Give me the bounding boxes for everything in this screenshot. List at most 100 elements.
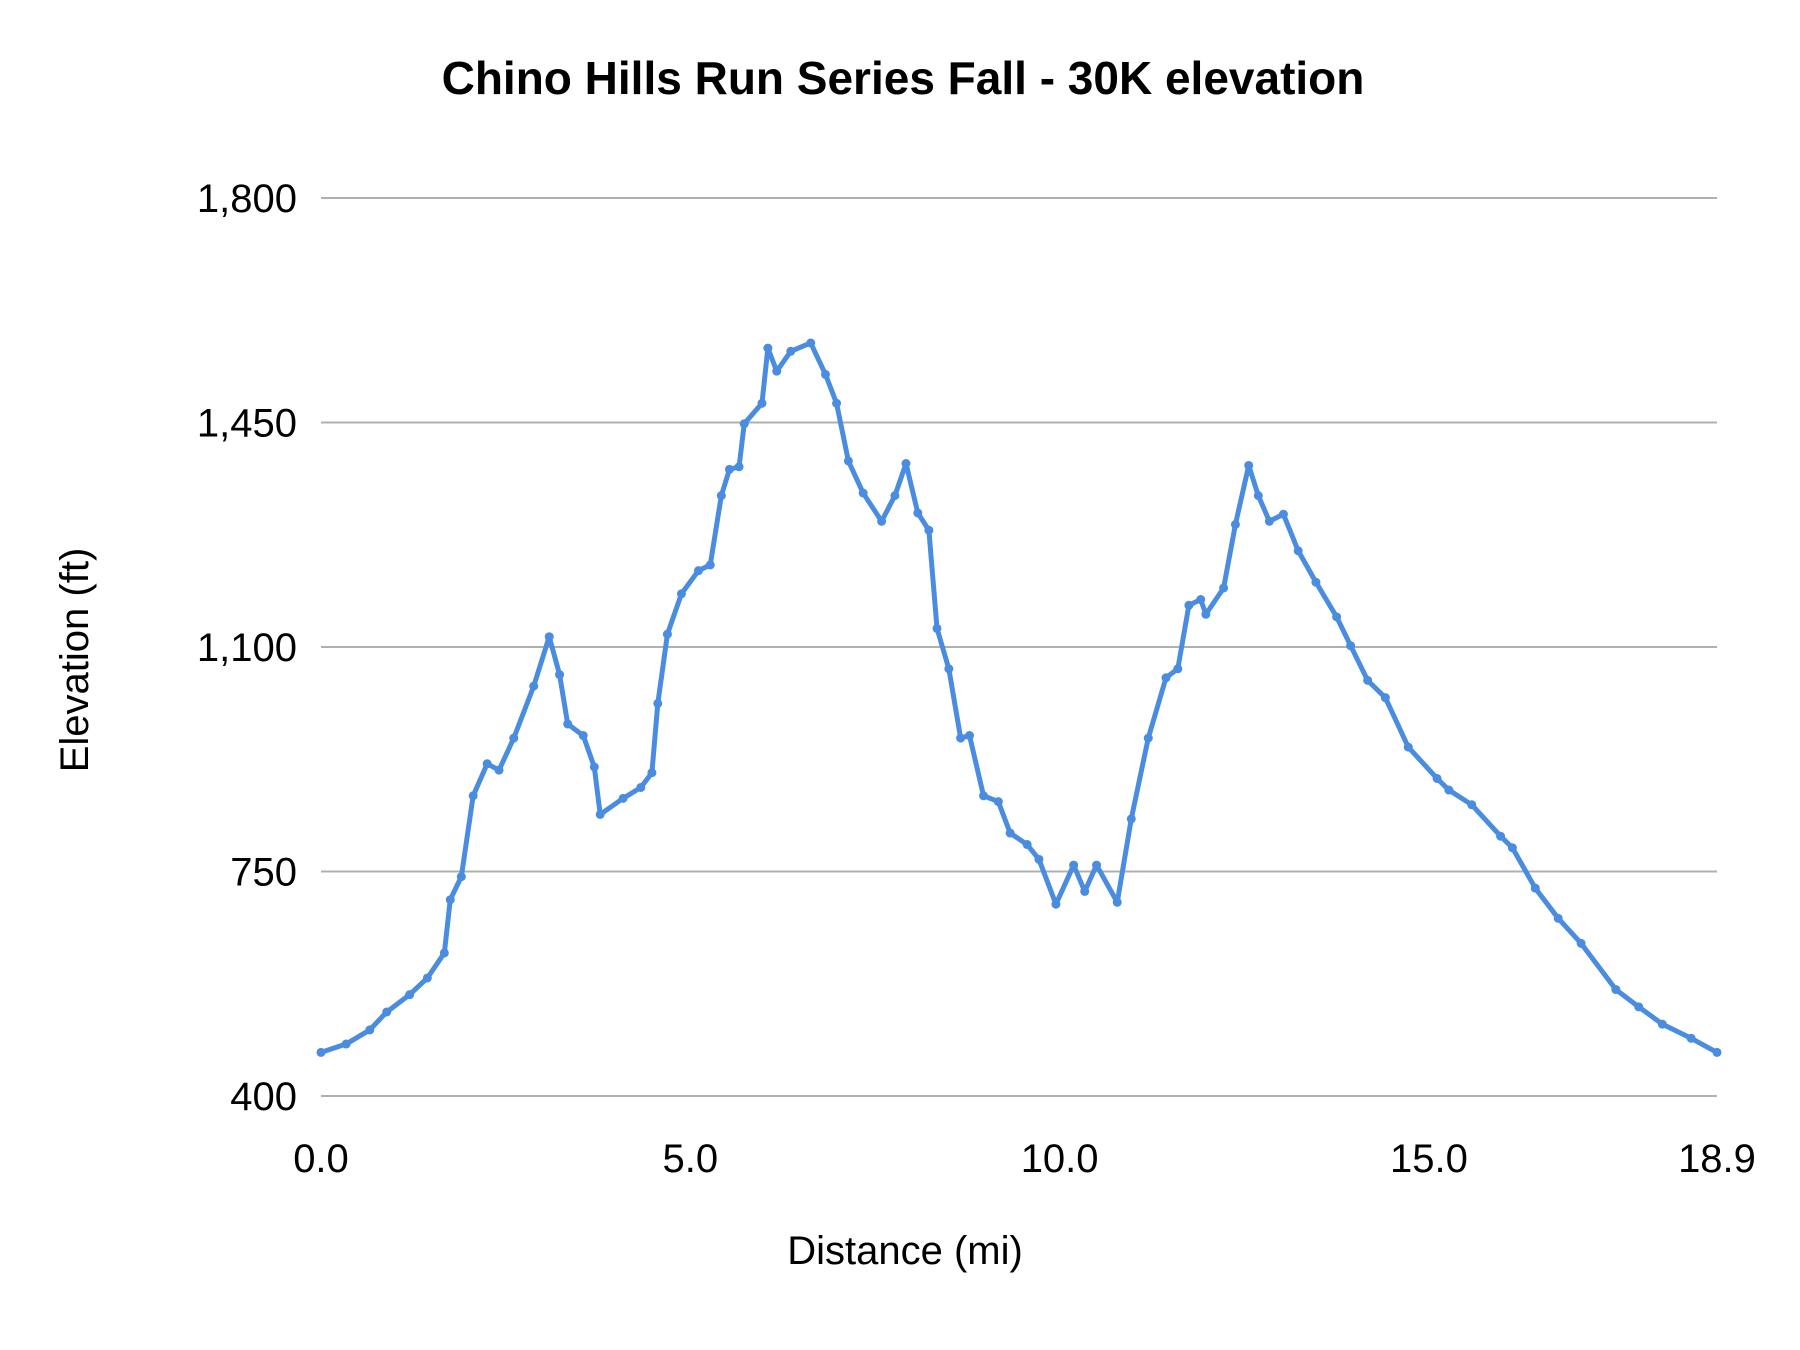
data-point <box>595 809 605 819</box>
data-point <box>1196 595 1206 605</box>
data-point <box>589 762 599 772</box>
data-point <box>636 782 646 792</box>
data-point <box>555 670 565 680</box>
data-point <box>705 560 715 570</box>
data-point <box>1293 546 1303 556</box>
data-point <box>932 623 942 633</box>
data-point <box>734 462 744 472</box>
data-point <box>1253 491 1263 501</box>
data-point <box>1264 516 1274 526</box>
x-tick-label: 0.0 <box>293 1137 349 1181</box>
data-point <box>877 516 887 526</box>
elevation-line <box>320 340 1719 1055</box>
data-point <box>509 733 519 743</box>
data-point <box>843 456 853 466</box>
data-point <box>1112 897 1122 907</box>
data-point <box>1553 913 1563 923</box>
data-point <box>1332 612 1342 622</box>
data-point <box>1080 886 1090 896</box>
data-point <box>405 990 415 1000</box>
x-axis-label: Distance (mi) <box>787 1229 1023 1273</box>
data-point <box>1403 742 1413 752</box>
data-point <box>1311 577 1321 587</box>
data-point <box>1712 1047 1722 1057</box>
data-point <box>445 895 455 905</box>
data-point <box>763 343 773 353</box>
data-point <box>1467 800 1477 810</box>
data-point <box>1346 641 1356 651</box>
y-tick-label: 1,450 <box>197 402 297 446</box>
data-point <box>944 664 954 674</box>
data-point <box>1278 509 1288 519</box>
data-point <box>1530 883 1540 893</box>
data-point <box>1161 673 1171 683</box>
data-point <box>901 459 911 469</box>
y-tick-label: 1,100 <box>197 626 297 670</box>
data-point <box>1496 831 1506 841</box>
data-point <box>832 398 842 408</box>
data-point <box>563 719 573 729</box>
data-point <box>1363 675 1373 685</box>
data-point <box>1201 609 1211 619</box>
data-point <box>1380 693 1390 703</box>
y-axis-label: Elevation (ft) <box>53 548 97 773</box>
data-point <box>1092 860 1102 870</box>
data-point <box>724 464 734 474</box>
data-point <box>1022 840 1032 850</box>
data-point <box>993 797 1003 807</box>
data-point <box>618 793 628 803</box>
data-point <box>890 491 900 501</box>
data-point <box>1244 460 1254 470</box>
data-point <box>382 1007 392 1017</box>
data-point <box>676 589 686 599</box>
data-point <box>1657 1019 1667 1029</box>
data-point <box>1230 519 1240 529</box>
data-point <box>858 488 868 498</box>
data-point <box>1507 843 1517 853</box>
data-point <box>1143 733 1153 743</box>
data-point <box>653 698 663 708</box>
data-point <box>757 398 767 408</box>
data-point <box>772 366 782 376</box>
data-point <box>365 1025 375 1035</box>
data-point <box>1184 600 1194 610</box>
data-point <box>1126 814 1136 824</box>
chart-title: Chino Hills Run Series Fall - 30K elevat… <box>442 52 1365 104</box>
data-point <box>494 765 504 775</box>
x-tick-label: 5.0 <box>663 1137 719 1181</box>
data-point <box>913 508 923 518</box>
data-point <box>1634 1002 1644 1012</box>
data-point <box>1432 773 1442 783</box>
data-point <box>1219 583 1229 593</box>
data-point <box>693 566 703 576</box>
data-point <box>341 1039 351 1049</box>
data-point <box>1611 985 1621 995</box>
data-point <box>544 632 554 642</box>
x-tick-label: 18.9 <box>1678 1137 1756 1181</box>
data-point <box>1686 1033 1696 1043</box>
data-point <box>786 346 796 356</box>
data-point <box>1005 828 1015 838</box>
y-tick-label: 1,800 <box>197 177 297 221</box>
x-tick-label: 10.0 <box>1021 1137 1099 1181</box>
y-tick-label: 750 <box>230 851 297 895</box>
data-point <box>1051 899 1061 909</box>
data-point <box>468 791 478 801</box>
data-point <box>979 791 989 801</box>
data-point <box>456 872 466 882</box>
data-point <box>1069 860 1079 870</box>
data-point <box>529 681 539 691</box>
y-tick-label: 400 <box>230 1075 297 1119</box>
data-point <box>924 525 934 535</box>
data-point <box>956 733 966 743</box>
data-point <box>316 1047 326 1057</box>
data-point <box>820 369 830 379</box>
data-point <box>965 731 975 741</box>
data-point <box>647 768 657 778</box>
data-point <box>439 948 449 958</box>
data-point <box>578 731 588 741</box>
data-point <box>482 759 492 769</box>
data-point <box>1444 785 1454 795</box>
data-point <box>739 419 749 429</box>
